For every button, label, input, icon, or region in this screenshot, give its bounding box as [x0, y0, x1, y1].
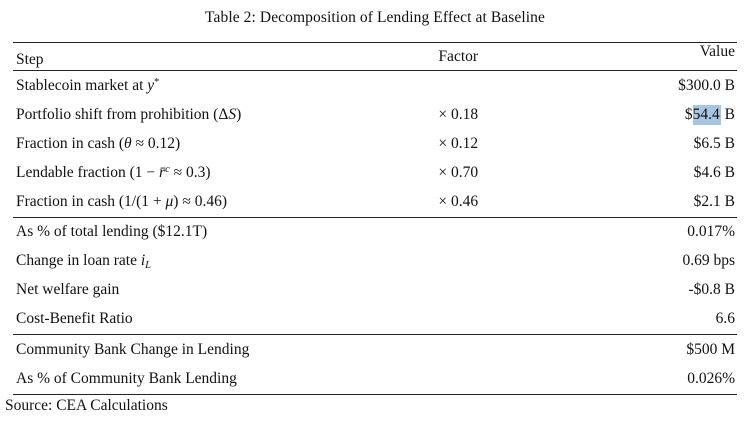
source-note: Source: CEA Calculations — [5, 397, 168, 414]
step-cell: Community Bank Change in Lending — [16, 340, 250, 358]
factor-cell: × 0.70 — [438, 164, 479, 182]
value-cell: -$0.8 B — [688, 281, 736, 299]
section-community-banks: Community Bank Change in Lending $500 M … — [13, 335, 737, 395]
section-decomposition-steps: Stablecoin market at y* $300.0 B Portfol… — [13, 71, 737, 218]
step-cell: As % of total lending ($12.1T) — [16, 223, 208, 241]
value-cell: $500 M — [686, 340, 735, 358]
value-cell: $300.0 B — [678, 76, 735, 94]
table-row: Change in loan rate iL 0.69 bps — [13, 247, 737, 276]
table-row: Cost-Benefit Ratio 6.6 — [13, 305, 737, 334]
step-cell: Change in loan rate iL — [16, 252, 151, 272]
section-aggregate-effects: As % of total lending ($12.1T) 0.017% Ch… — [13, 218, 737, 335]
table-row: Portfolio shift from prohibition (ΔS) × … — [13, 100, 737, 129]
factor-cell: × 0.12 — [438, 134, 479, 152]
table-row: As % of Community Bank Lending 0.026% — [13, 364, 737, 394]
table-row: Stablecoin market at y* $300.0 B — [13, 71, 737, 100]
table-row: Fraction in cash (θ ≈ 0.12) × 0.12 $6.5 … — [13, 129, 737, 158]
step-cell: Stablecoin market at y* — [16, 76, 160, 94]
value-suffix: B — [720, 105, 735, 123]
value-cell: $2.1 B — [693, 193, 735, 211]
value-cell: 0.69 bps — [682, 252, 735, 270]
step-cell: Fraction in cash (θ ≈ 0.12) — [16, 134, 181, 152]
factor-cell: × 0.18 — [438, 105, 479, 123]
table-row: Lendable fraction (1 − r̄c ≈ 0.3) × 0.70… — [13, 159, 737, 188]
column-header-value: Value — [699, 43, 735, 60]
value-cell: 0.017% — [687, 223, 735, 241]
step-cell: Cost-Benefit Ratio — [16, 310, 133, 328]
factor-cell: × 0.46 — [438, 193, 479, 211]
value-cell: 6.6 — [715, 310, 735, 328]
value-cell: $6.5 B — [693, 134, 735, 152]
table-row: As % of total lending ($12.1T) 0.017% — [13, 218, 737, 247]
step-cell: Net welfare gain — [16, 281, 120, 299]
text-selection-highlight: 54.4 — [692, 104, 721, 125]
table-row: Net welfare gain -$0.8 B — [13, 276, 737, 305]
table-row: Community Bank Change in Lending $500 M — [13, 335, 737, 365]
value-cell: 0.026% — [687, 370, 735, 388]
step-cell: As % of Community Bank Lending — [16, 370, 237, 388]
table-caption: Table 2: Decomposition of Lending Effect… — [205, 9, 545, 26]
value-cell: $4.6 B — [693, 164, 735, 182]
value-cell: $54.4 B — [538, 104, 737, 125]
column-header-factor: Factor — [438, 47, 479, 65]
table-header-row: Step Factor Value — [13, 42, 737, 71]
value-prefix: $ — [684, 105, 693, 123]
step-cell: Portfolio shift from prohibition (ΔS) — [16, 105, 242, 123]
data-table: Step Factor Value Stablecoin market at y… — [13, 42, 737, 395]
table-row: Fraction in cash (1/(1 + μ) ≈ 0.46) × 0.… — [13, 188, 737, 217]
step-cell: Lendable fraction (1 − r̄c ≈ 0.3) — [16, 164, 211, 182]
column-header-step: Step — [16, 51, 44, 68]
step-cell: Fraction in cash (1/(1 + μ) ≈ 0.46) — [16, 193, 227, 211]
